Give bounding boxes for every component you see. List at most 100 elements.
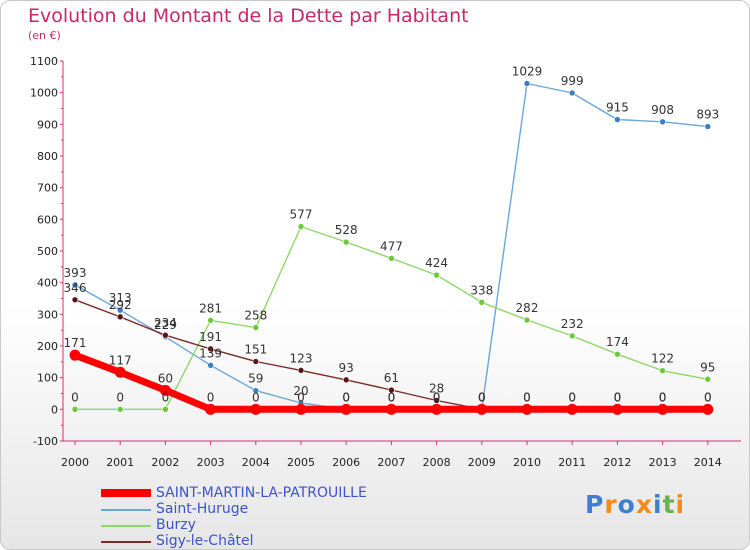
data-label: 424	[425, 256, 448, 270]
data-label: 174	[606, 335, 629, 349]
data-label: 151	[244, 343, 267, 357]
legend-label: Sigy-le-Châtel	[156, 533, 254, 549]
y-tick-label: 800	[37, 150, 58, 163]
data-label: 338	[470, 283, 493, 297]
data-label: 0	[704, 390, 712, 404]
logo-letter: P	[585, 490, 605, 519]
data-point	[71, 296, 79, 304]
data-label: 0	[478, 390, 486, 404]
x-tick-label: 2002	[151, 456, 179, 469]
data-label: 893	[696, 108, 719, 122]
legend-swatch	[101, 489, 151, 497]
y-tick-label: 400	[37, 277, 58, 290]
data-label: 191	[199, 330, 222, 344]
data-point	[431, 403, 443, 415]
data-point	[659, 367, 666, 375]
data-label: 528	[335, 223, 358, 237]
data-label: 59	[248, 372, 263, 386]
data-label: 0	[478, 390, 486, 404]
data-label: 0	[523, 390, 531, 404]
data-point	[433, 397, 440, 404]
chart-title: Evolution du Montant de la Dette par Hab…	[28, 5, 469, 27]
data-point	[566, 403, 578, 415]
legend-swatch	[101, 541, 151, 543]
data-label: 281	[199, 301, 222, 315]
y-tick-label: 200	[37, 340, 58, 353]
logo-letter: r	[604, 490, 618, 519]
data-label: 0	[704, 390, 712, 404]
data-point	[704, 123, 712, 130]
data-point	[340, 403, 352, 415]
data-point	[162, 406, 169, 413]
data-label: 292	[109, 298, 132, 312]
logo-letter: i	[653, 490, 663, 519]
data-point	[614, 350, 621, 358]
x-tick-label: 2006	[332, 456, 360, 469]
data-point	[521, 403, 533, 415]
data-point	[476, 403, 488, 415]
data-point	[433, 271, 440, 279]
data-label: 0	[568, 390, 576, 404]
x-tick-label: 2005	[287, 456, 315, 469]
data-point	[568, 332, 576, 340]
data-label: 171	[64, 336, 87, 350]
data-label: 20	[293, 384, 308, 398]
data-label: 0	[116, 390, 124, 404]
data-label: 232	[561, 317, 584, 331]
data-label: 0	[342, 390, 350, 404]
data-label: 0	[207, 390, 215, 404]
chart-unit: (en €)	[28, 29, 61, 42]
data-label: 95	[700, 360, 715, 374]
x-tick-label: 2009	[468, 456, 496, 469]
data-label: 0	[659, 390, 667, 404]
data-label: 0	[252, 390, 260, 404]
data-label: 93	[339, 361, 354, 375]
data-label: 0	[433, 390, 441, 404]
data-label: 258	[244, 309, 267, 323]
data-point	[116, 406, 124, 413]
data-point	[388, 254, 395, 262]
data-point	[114, 366, 126, 378]
data-point	[252, 358, 260, 365]
x-tick-label: 2013	[649, 456, 677, 469]
data-point	[704, 375, 712, 383]
data-label: 577	[290, 208, 313, 222]
data-label: 0	[71, 390, 79, 404]
data-label: 0	[478, 390, 486, 404]
x-tick-label: 2010	[513, 456, 541, 469]
data-label: 346	[64, 281, 87, 295]
x-tick-label: 2000	[61, 456, 89, 469]
data-point	[342, 376, 350, 384]
data-point	[207, 345, 214, 353]
logo-letter: x	[635, 490, 653, 519]
data-point	[250, 403, 262, 415]
data-label: 915	[606, 101, 629, 115]
data-labels: 3933461710313292117023422960028119113902…	[64, 64, 720, 404]
y-tick-label: 0	[51, 403, 58, 416]
y-tick-label: 500	[37, 245, 58, 258]
data-label: 28	[429, 381, 444, 395]
data-label: 229	[154, 318, 177, 332]
data-label: 0	[162, 390, 170, 404]
data-label: 0	[342, 390, 350, 404]
data-point	[252, 324, 260, 331]
data-point	[207, 317, 214, 324]
y-tick-label: 600	[37, 213, 58, 226]
data-point	[295, 403, 307, 415]
data-point	[568, 89, 576, 97]
data-point	[523, 80, 531, 87]
data-point	[523, 316, 531, 324]
data-point	[116, 313, 124, 321]
data-label: 282	[516, 301, 539, 315]
proxiti-logo: Proxiti	[585, 490, 685, 519]
data-label: 0	[568, 390, 576, 404]
legend-swatch	[101, 509, 151, 511]
line-chart: -100010020030040050060070080090010001100…	[30, 55, 741, 469]
data-label: 0	[388, 390, 396, 404]
data-point	[614, 116, 621, 123]
legend-label: Burzy	[156, 517, 196, 533]
data-point	[385, 403, 397, 415]
x-tick-label: 2001	[106, 456, 134, 469]
legend-swatch	[101, 525, 151, 527]
